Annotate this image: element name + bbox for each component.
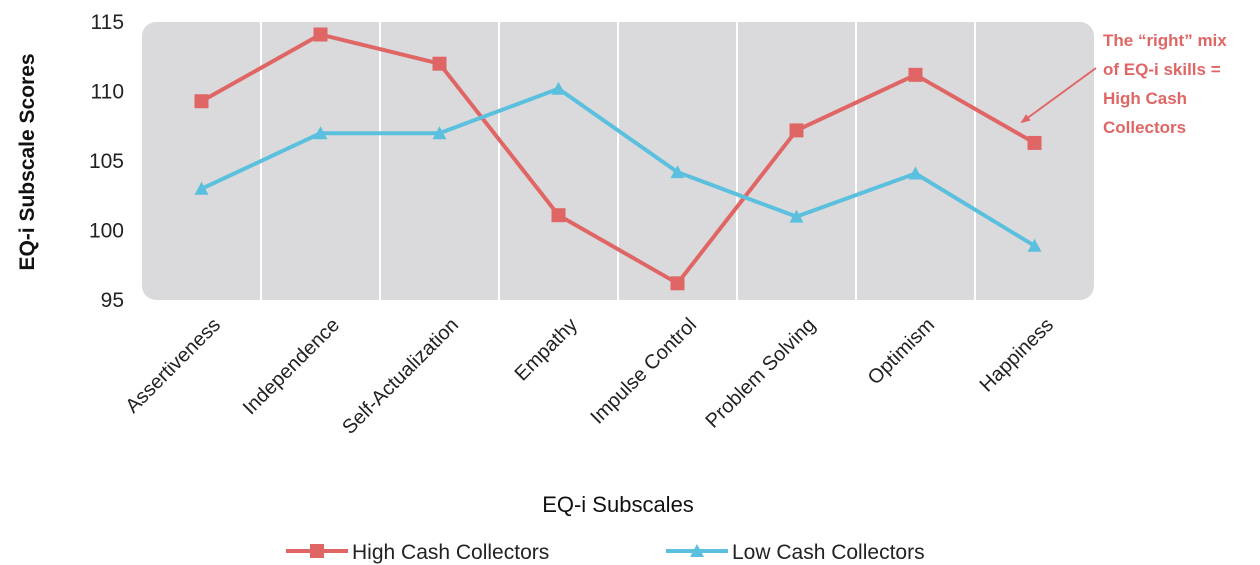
annotation: The “right” mix of EQ-i skills = High Ca… xyxy=(1020,31,1227,137)
legend-label: Low Cash Collectors xyxy=(732,541,925,564)
series-line xyxy=(200,86,1036,248)
data-point xyxy=(432,56,447,71)
data-point xyxy=(551,81,566,95)
series-line xyxy=(200,32,1036,286)
data-point xyxy=(789,123,804,138)
data-point xyxy=(313,126,328,140)
data-point xyxy=(908,67,923,82)
x-tick-label: Optimism xyxy=(864,314,939,389)
x-tick-label: Impulse Control xyxy=(586,314,701,429)
series-1 xyxy=(194,27,1042,291)
y-tick-label: 95 xyxy=(101,289,124,312)
legend-item: Low Cash Collectors xyxy=(666,541,925,564)
data-point xyxy=(194,94,209,109)
data-point xyxy=(1027,135,1042,150)
legend-marker xyxy=(310,544,324,558)
x-tick-label: Empathy xyxy=(511,314,582,385)
data-point xyxy=(313,27,328,42)
data-point xyxy=(551,208,566,223)
x-axis-title: EQ-i Subscales xyxy=(542,492,694,517)
y-tick-label: 100 xyxy=(89,220,124,243)
annotation-line-3: High Cash xyxy=(1103,89,1187,108)
y-axis-title: EQ-i Subscale Scores xyxy=(16,53,39,270)
y-axis: 95 100 105 110 115 xyxy=(89,11,124,312)
legend: High Cash Collectors Low Cash Collectors xyxy=(286,541,925,564)
x-tick-label: Self-Actualization xyxy=(338,314,463,439)
x-tick-label: Happiness xyxy=(976,314,1058,396)
data-point xyxy=(670,165,685,179)
annotation-line-1: The “right” mix xyxy=(1103,31,1227,50)
data-point xyxy=(670,276,685,291)
legend-label: High Cash Collectors xyxy=(352,541,549,564)
x-axis: Assertiveness IndependenceSelf-Actualizat… xyxy=(121,314,1058,439)
legend-item: High Cash Collectors xyxy=(286,541,549,564)
data-point xyxy=(908,166,923,180)
x-tick-label: Independence xyxy=(239,314,344,419)
series-2 xyxy=(194,81,1042,252)
data-point xyxy=(194,181,209,195)
series-group xyxy=(194,27,1042,291)
data-point xyxy=(789,209,804,223)
annotation-line-2: of EQ-i skills = xyxy=(1103,60,1221,79)
x-tick-label: Assertiveness xyxy=(121,314,225,418)
annotation-line-4: Collectors xyxy=(1103,118,1186,137)
legend-marker xyxy=(690,544,704,557)
y-tick-label: 105 xyxy=(89,150,124,173)
data-point xyxy=(1027,238,1042,252)
y-tick-label: 110 xyxy=(91,81,124,104)
x-tick-label: Problem Solving xyxy=(702,314,821,433)
data-point xyxy=(432,126,447,140)
y-tick-label: 115 xyxy=(91,11,124,34)
annotation-arrow xyxy=(1020,67,1097,124)
